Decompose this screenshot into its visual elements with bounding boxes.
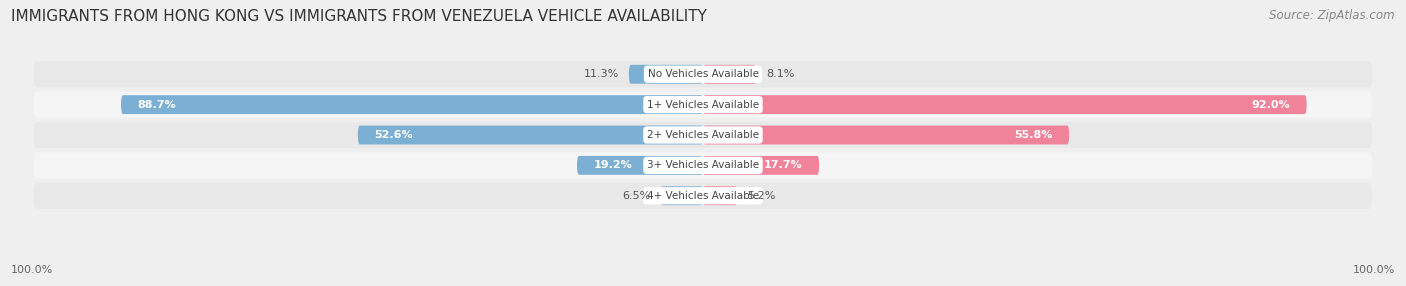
- Text: 11.3%: 11.3%: [583, 69, 619, 79]
- FancyBboxPatch shape: [34, 122, 1372, 148]
- Text: 100.0%: 100.0%: [1353, 265, 1395, 275]
- FancyBboxPatch shape: [703, 186, 737, 205]
- FancyBboxPatch shape: [34, 152, 1372, 178]
- Text: 4+ Vehicles Available: 4+ Vehicles Available: [647, 191, 759, 201]
- Text: 19.2%: 19.2%: [593, 160, 633, 170]
- Text: 5.2%: 5.2%: [747, 191, 775, 201]
- FancyBboxPatch shape: [703, 95, 1306, 114]
- Text: 88.7%: 88.7%: [138, 100, 176, 110]
- FancyBboxPatch shape: [703, 126, 1069, 144]
- Text: 100.0%: 100.0%: [11, 265, 53, 275]
- Text: Source: ZipAtlas.com: Source: ZipAtlas.com: [1270, 9, 1395, 21]
- Text: 1+ Vehicles Available: 1+ Vehicles Available: [647, 100, 759, 110]
- Text: 6.5%: 6.5%: [623, 191, 651, 201]
- FancyBboxPatch shape: [703, 156, 820, 175]
- Text: 52.6%: 52.6%: [374, 130, 413, 140]
- FancyBboxPatch shape: [628, 65, 703, 84]
- Text: 92.0%: 92.0%: [1251, 100, 1291, 110]
- FancyBboxPatch shape: [34, 92, 1372, 118]
- Text: 17.7%: 17.7%: [763, 160, 803, 170]
- FancyBboxPatch shape: [359, 126, 703, 144]
- Text: 8.1%: 8.1%: [766, 69, 794, 79]
- Text: 55.8%: 55.8%: [1014, 130, 1053, 140]
- FancyBboxPatch shape: [121, 95, 703, 114]
- FancyBboxPatch shape: [34, 183, 1372, 209]
- Text: 2+ Vehicles Available: 2+ Vehicles Available: [647, 130, 759, 140]
- FancyBboxPatch shape: [34, 61, 1372, 87]
- Text: 3+ Vehicles Available: 3+ Vehicles Available: [647, 160, 759, 170]
- FancyBboxPatch shape: [576, 156, 703, 175]
- Text: IMMIGRANTS FROM HONG KONG VS IMMIGRANTS FROM VENEZUELA VEHICLE AVAILABILITY: IMMIGRANTS FROM HONG KONG VS IMMIGRANTS …: [11, 9, 707, 23]
- FancyBboxPatch shape: [703, 65, 756, 84]
- FancyBboxPatch shape: [661, 186, 703, 205]
- Text: No Vehicles Available: No Vehicles Available: [648, 69, 758, 79]
